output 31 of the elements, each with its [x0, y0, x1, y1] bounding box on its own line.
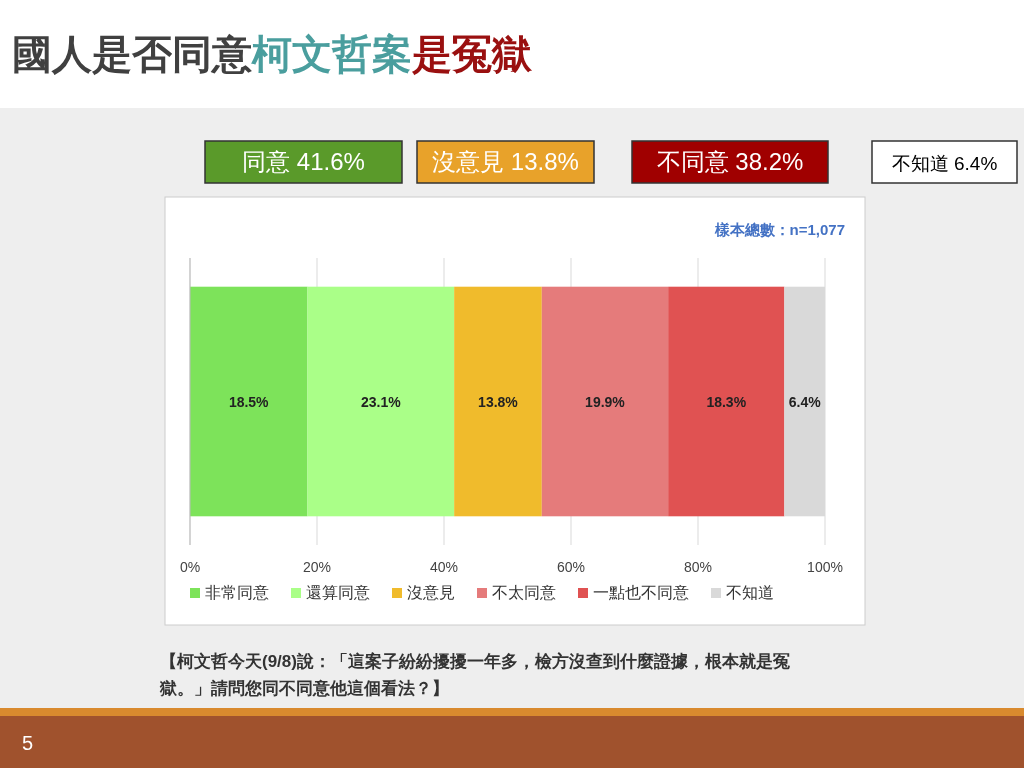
x-tick-label: 40% [429, 559, 459, 575]
bar [541, 286, 669, 517]
bar [668, 286, 785, 517]
text: 不同意 38.2% [656, 148, 804, 175]
x-tick-label: 60% [556, 559, 586, 575]
text: 沒意見 13.8% [432, 148, 579, 175]
data-label: 18.5% [228, 393, 270, 410]
text: 同意 41.6% [242, 148, 365, 175]
data-label: 19.9% [585, 393, 626, 410]
bar [307, 286, 455, 517]
legend-label: 一點也不同意 [593, 584, 689, 601]
bar [190, 286, 308, 517]
text: 5 [22, 732, 34, 754]
legend-label: 不知道 [726, 584, 774, 601]
data-label: 6.4% [788, 393, 822, 410]
x-tick-label: 100% [807, 559, 843, 575]
legend-label: 非常同意 [205, 584, 269, 601]
data-label: 23.1% [360, 393, 402, 410]
data-label: 13.8% [478, 393, 519, 410]
x-tick-label: 80% [683, 559, 713, 575]
legend-label: 不太同意 [492, 584, 556, 601]
x-tick-label: 0% [179, 559, 201, 575]
text: 樣本總數：n=1,077 [713, 221, 845, 238]
data-label: 18.3% [706, 393, 747, 410]
legend-label: 還算同意 [306, 584, 370, 601]
legend-label: 沒意見 [407, 584, 455, 601]
chart-title: 國人是否同意柯文哲案是冤獄 [12, 32, 533, 76]
text: 【柯文哲今天(9/8)說：「這案子紛紛擾擾一年多，檢方沒查到什麼證據，根本就是冤獄。」請問您同不同意他這個看法？】 [159, 651, 790, 698]
text: 不知道 6.4% [891, 153, 998, 174]
bar [454, 286, 542, 517]
x-tick-label: 20% [302, 559, 332, 575]
